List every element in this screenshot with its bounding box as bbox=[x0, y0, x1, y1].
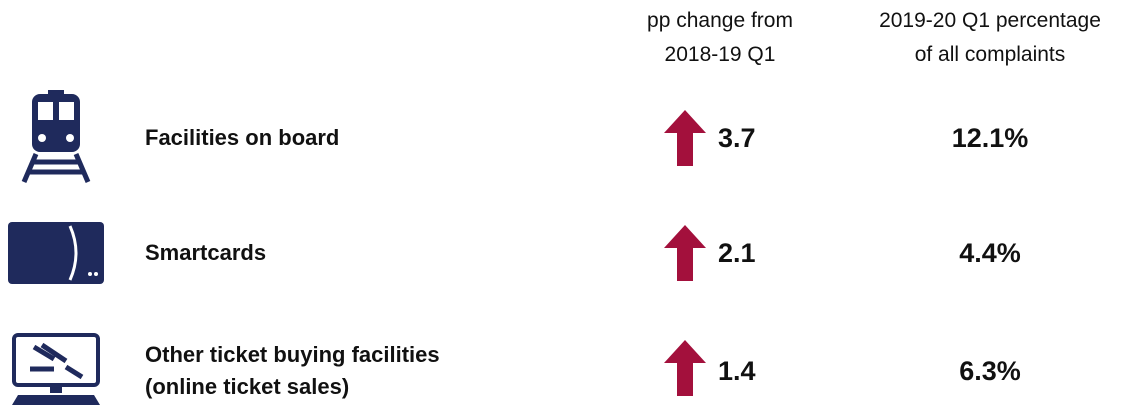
up-arrow bbox=[664, 225, 706, 281]
train-icon bbox=[21, 90, 91, 183]
label-line: Other ticket buying facilities bbox=[145, 342, 440, 367]
label-line: (online ticket sales) bbox=[145, 374, 350, 399]
row-label: Other ticket buying facilities (online t… bbox=[145, 339, 440, 403]
up-arrow bbox=[664, 340, 706, 396]
column-header: pp change from 2018-19 Q1 bbox=[610, 4, 830, 72]
header-line: pp change from bbox=[647, 9, 793, 32]
up-arrow bbox=[664, 110, 706, 166]
label-line: Facilities on board bbox=[145, 125, 340, 150]
header-line: of all complaints bbox=[914, 43, 1066, 66]
column-header: 2019-20 Q1 percentage of all complaints bbox=[860, 4, 1120, 72]
change-value: 3.7 bbox=[718, 123, 756, 153]
smartcard-icon bbox=[8, 222, 104, 284]
share-value: 6.3% bbox=[959, 356, 1021, 386]
label-line: Smartcards bbox=[145, 240, 267, 265]
change-value: 1.4 bbox=[718, 356, 756, 386]
header-line: 2018-19 Q1 bbox=[664, 43, 776, 66]
share-value: 12.1% bbox=[951, 123, 1029, 153]
change-value: 2.1 bbox=[718, 238, 756, 268]
share-value: 4.4% bbox=[959, 238, 1021, 268]
header-line: 2019-20 Q1 percentage bbox=[879, 9, 1101, 32]
row-label: Smartcards bbox=[145, 237, 266, 269]
row-label: Facilities on board bbox=[145, 122, 339, 154]
computer-icon bbox=[12, 333, 100, 405]
